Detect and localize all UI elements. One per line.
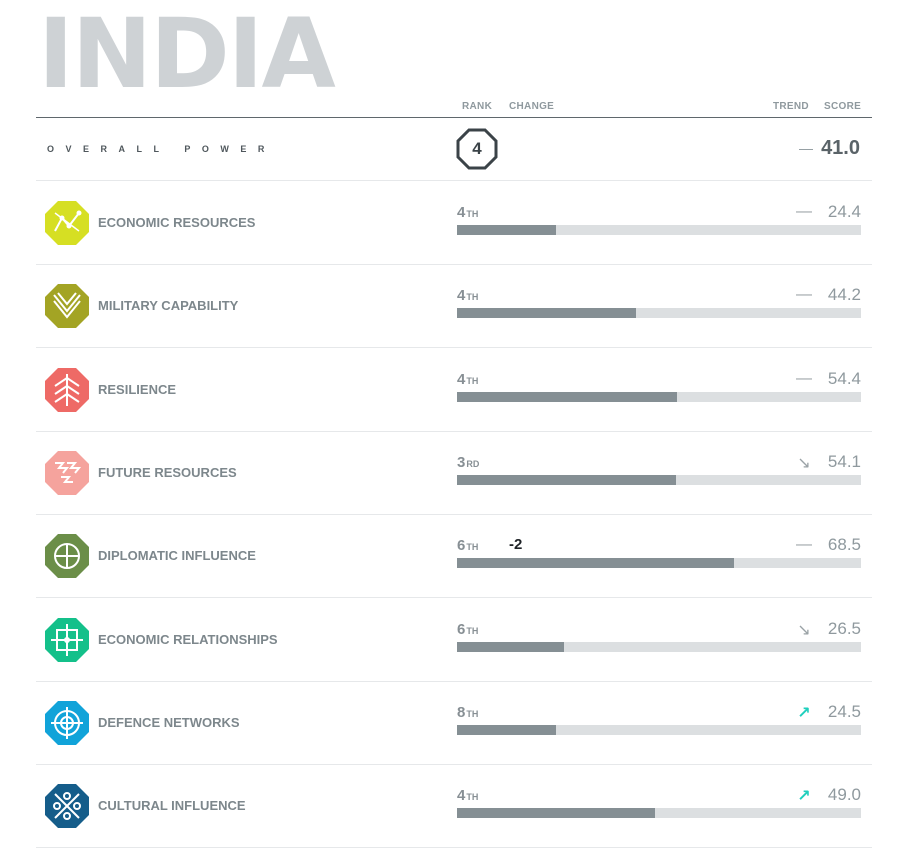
measure-name: ECONOMIC RELATIONSHIPS [98, 631, 278, 647]
overall-power-label: OVERALL POWER [47, 144, 276, 154]
measure-rank: 4TH [457, 204, 478, 221]
measure-score-bar-fill [457, 724, 556, 735]
measure-rank-suffix: TH [466, 542, 479, 553]
measure-score-bar-fill [457, 308, 636, 319]
measure-rank-suffix: TH [466, 708, 479, 719]
overall-trend-indicator: — [799, 140, 813, 156]
measure-trend-icon: ↘ [797, 621, 811, 639]
measure-score: 54.4 [827, 368, 861, 388]
measure-rank-suffix: TH [466, 209, 479, 219]
measure-score-bar-fill [457, 391, 677, 402]
measure-row-economic-resources[interactable]: ECONOMIC RESOURCES 4TH — 24.4 [36, 181, 872, 265]
measure-score: 44.2 [827, 285, 861, 305]
measure-score: 49.0 [827, 785, 861, 805]
measure-rank-number: 4 [457, 287, 466, 305]
change-column-header: CHANGE [509, 101, 555, 112]
measure-rank: 4TH [457, 371, 478, 388]
measure-rank-number: 4 [457, 787, 466, 805]
measure-score-bar-fill [457, 558, 734, 569]
trend-column-header: TREND [773, 101, 809, 112]
measure-trend-icon: ↘ [797, 454, 811, 472]
measure-rank-number: 6 [457, 537, 466, 555]
measure-rank: 6TH [457, 537, 478, 554]
measure-rank-change: -2 [509, 536, 523, 554]
overall-rank-badge: 4 [456, 128, 498, 170]
measure-score-bar [457, 558, 861, 569]
measure-row-future-resources[interactable]: FUTURE RESOURCES 3RD ↘ 54.1 [36, 431, 872, 515]
measure-row-economic-relationships[interactable]: ECONOMIC RELATIONSHIPS 6TH ↘ 26.5 [36, 598, 872, 682]
measure-score-bar-fill [457, 474, 676, 485]
cultural-influence-icon [45, 784, 89, 829]
measure-trend-icon: — [796, 536, 812, 554]
measure-score-bar [457, 808, 861, 819]
defence-networks-icon [45, 700, 89, 745]
measure-rank-number: 4 [457, 370, 466, 388]
measure-score-bar-fill [457, 808, 655, 819]
future-resources-icon [45, 450, 89, 495]
measure-name: DIPLOMATIC INFLUENCE [98, 548, 256, 564]
measure-row-defence-networks[interactable]: DEFENCE NETWORKS 8TH ↗ 24.5 [36, 681, 872, 765]
diplomatic-influence-icon [45, 534, 89, 579]
score-column-header: SCORE [824, 101, 862, 112]
measure-name: FUTURE RESOURCES [98, 464, 237, 480]
military-capability-icon [45, 284, 89, 329]
overall-score: 41.0 [821, 137, 860, 159]
measure-rank-number: 6 [457, 620, 466, 638]
measure-score: 26.5 [827, 618, 861, 638]
measure-score-bar-fill [457, 641, 564, 652]
measure-rank-suffix: RD [466, 458, 480, 469]
overall-power-row[interactable]: OVERALL POWER 4 — 41.0 [36, 118, 872, 181]
measure-row-military-capability[interactable]: MILITARY CAPABILITY 4TH — 44.2 [36, 264, 872, 349]
measure-score-bar [457, 391, 861, 402]
measure-rank: 4TH [457, 287, 478, 304]
measure-trend-icon: ↗ [797, 788, 811, 806]
measure-rank-suffix: TH [466, 375, 479, 386]
measure-trend-icon: — [796, 203, 812, 220]
measure-score: 24.5 [827, 701, 861, 721]
economic-resources-icon [45, 201, 89, 245]
overall-rank-value: 4 [472, 139, 482, 158]
measure-score-bar-fill [457, 225, 556, 235]
measure-score-bar [457, 724, 861, 735]
measure-row-resilience[interactable]: RESILIENCE 4TH — 54.4 [36, 348, 872, 432]
measure-name: CULTURAL INFLUENCE [98, 798, 246, 814]
measure-score-bar [457, 225, 861, 235]
measure-rank: 4TH [457, 787, 478, 804]
economic-relationships-icon [45, 617, 89, 662]
measure-rank-suffix: TH [466, 792, 479, 803]
measure-row-diplomatic-influence[interactable]: DIPLOMATIC INFLUENCE 6TH -2 — 68.5 [36, 514, 872, 599]
measure-score-bar [457, 474, 861, 485]
country-title: INDIA [38, 0, 336, 110]
measure-rank-number: 3 [457, 453, 466, 471]
measure-score: 24.4 [827, 202, 861, 221]
measure-trend-icon: — [796, 369, 812, 387]
measure-trend-icon: ↗ [797, 704, 811, 722]
measure-name: RESILIENCE [98, 381, 177, 397]
measure-rank-suffix: TH [466, 292, 479, 303]
measure-rank: 3RD [457, 454, 479, 471]
measure-rank-number: 8 [457, 703, 466, 721]
rank-column-header: RANK [462, 101, 493, 112]
measure-score: 54.1 [827, 451, 861, 471]
measure-name: DEFENCE NETWORKS [98, 714, 240, 730]
measure-trend-icon: — [796, 286, 812, 304]
header-divider [36, 117, 872, 118]
measure-score-bar [457, 308, 861, 319]
octagon-badge-icon [456, 128, 498, 170]
measure-rank: 8TH [457, 704, 478, 721]
measure-name: MILITARY CAPABILITY [98, 298, 239, 314]
measure-rank-suffix: TH [466, 625, 479, 636]
resilience-icon [45, 367, 89, 412]
measure-score: 68.5 [827, 535, 861, 555]
measure-rank: 6TH [457, 621, 478, 638]
measure-name: ECONOMIC RESOURCES [98, 215, 256, 230]
measure-row-cultural-influence[interactable]: CULTURAL INFLUENCE 4TH ↗ 49.0 [36, 764, 872, 849]
measure-score-bar [457, 641, 861, 652]
measure-rank-number: 4 [457, 204, 466, 221]
